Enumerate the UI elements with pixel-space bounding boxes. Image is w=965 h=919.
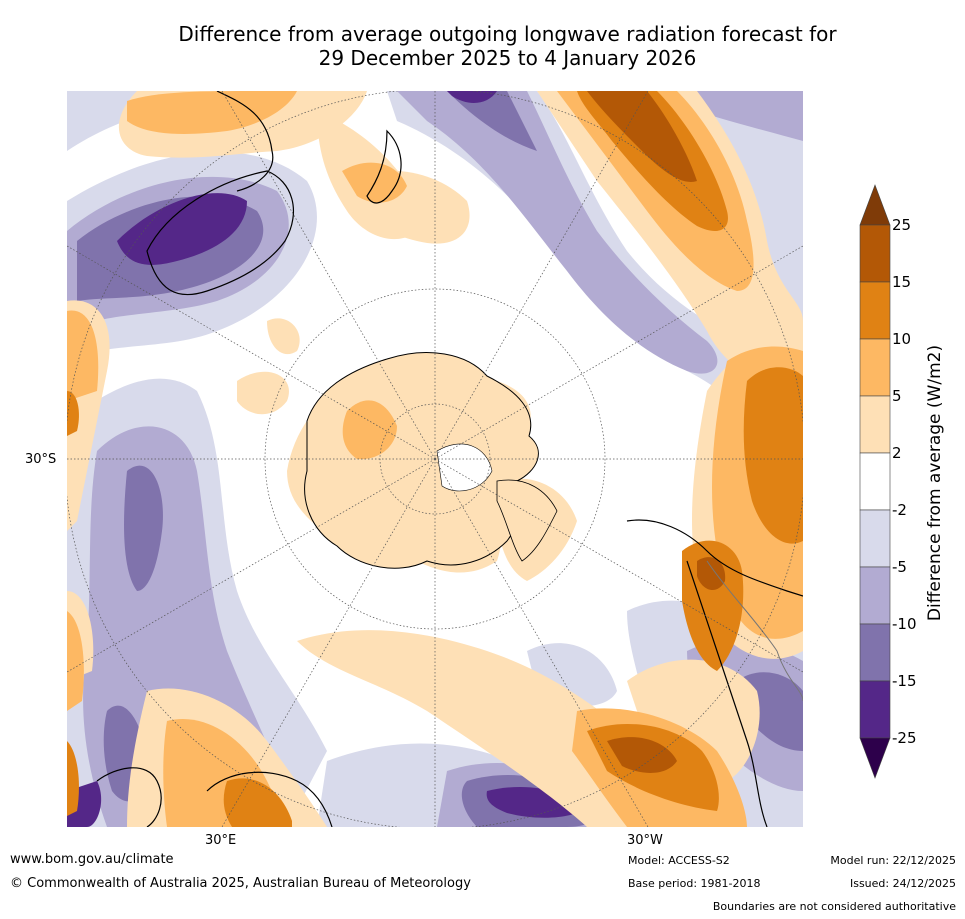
colorbar-tick-label: -15 (892, 672, 917, 690)
anomaly-brown-regions (587, 91, 726, 773)
colorbar-bin (859, 623, 891, 682)
colorbar-tick-label: -5 (892, 558, 907, 576)
longitude-label-30e: 30°E (205, 833, 237, 848)
colorbar-bin (859, 566, 891, 625)
colorbar-tick-label: -25 (892, 729, 917, 747)
title-line-1: Difference from average outgoing longwav… (178, 22, 837, 46)
antarctica-outline (304, 352, 539, 569)
title-line-2: 29 December 2025 to 4 January 2026 (318, 46, 697, 70)
colorbar-tick-label: 15 (892, 273, 912, 291)
colorbar-bin (859, 680, 891, 739)
graticule (67, 91, 803, 827)
model-run-label: Model run: 22/12/2025 (830, 854, 956, 867)
base-period-label: Base period: 1981-2018 (628, 877, 761, 890)
colorbar-bins (859, 184, 891, 779)
disclaimer-text: Boundaries are not considered authoritat… (712, 900, 956, 913)
colorbar (859, 184, 891, 779)
map-panel (67, 91, 803, 827)
antarctica-warm-patch (342, 400, 397, 460)
website-link[interactable]: www.bom.gov.au/climate (10, 852, 174, 867)
latitude-label-30s: 30°S (25, 452, 57, 467)
colorbar-bin (859, 224, 891, 283)
model-label: Model: ACCESS-S2 (628, 854, 730, 867)
colorbar-bin (859, 338, 891, 397)
anomaly-map (67, 91, 803, 827)
colorbar-bin (859, 395, 891, 454)
antarctic-peninsula (496, 479, 558, 562)
colorbar-tick-label: -10 (892, 615, 917, 633)
new-zealand-outline (366, 129, 402, 204)
longitude-label-30w: 30°W (627, 833, 663, 848)
issued-label: Issued: 24/12/2025 (849, 877, 956, 890)
colorbar-title: Difference from average (W/m2) (925, 344, 945, 622)
south-america-outline (626, 519, 803, 827)
colorbar-max-arrow (859, 184, 891, 226)
colorbar-tick-label: 5 (892, 387, 902, 405)
copyright-text: © Commonwealth of Australia 2025, Austra… (10, 876, 471, 891)
colorbar-tick-label: -2 (892, 501, 907, 519)
colorbar-tick-label: 2 (892, 444, 902, 462)
australia-outline (146, 170, 294, 296)
colorbar-bin (859, 509, 891, 568)
australia-east-coast (216, 91, 274, 192)
africa-outline (96, 767, 333, 827)
colorbar-bin (859, 452, 891, 511)
map-title: Difference from average outgoing longwav… (60, 22, 955, 70)
colorbar-min-arrow (859, 737, 891, 779)
colorbar-bin (859, 281, 891, 340)
colorbar-tick-label: 10 (892, 330, 912, 348)
colorbar-tick-label: 25 (892, 216, 912, 234)
south-america-borders (706, 560, 803, 702)
